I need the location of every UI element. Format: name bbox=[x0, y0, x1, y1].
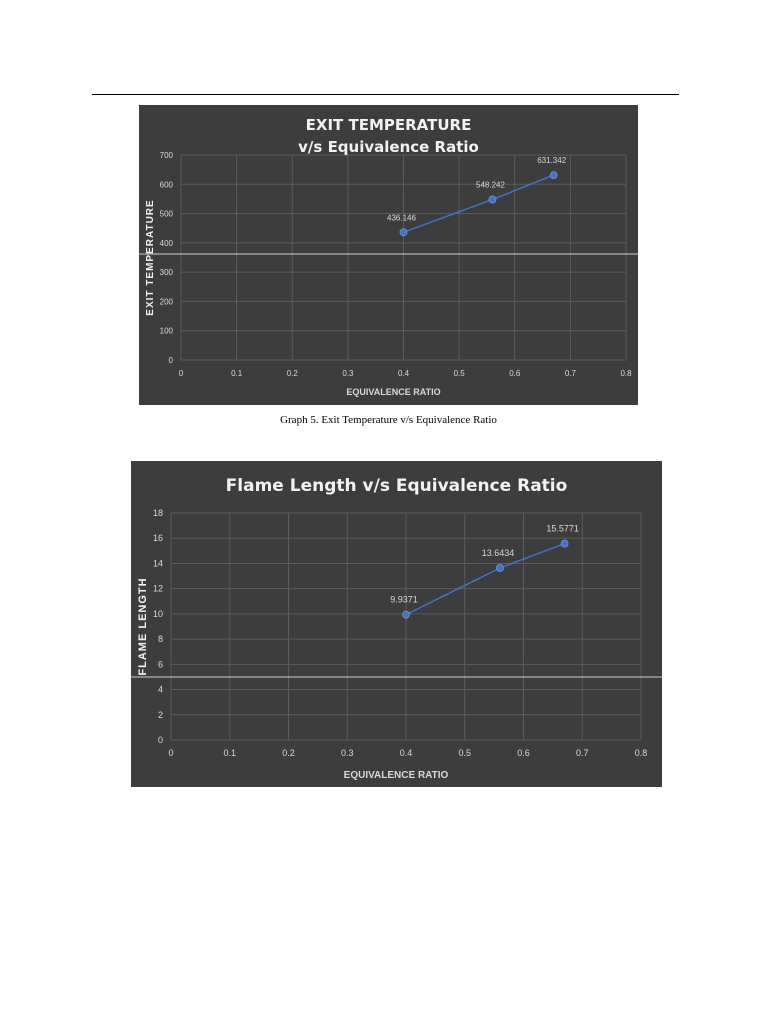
x-tick-label: 0.3 bbox=[341, 748, 354, 758]
chart-grid: 0 100 200 300 400 500 600 700 0 0.1 0.2 0.3 0.4 0.5 0.… bbox=[139, 151, 638, 378]
chart-marks: 9.9371 13.6434 15.5771 bbox=[390, 524, 579, 619]
x-tick-label: 0.7 bbox=[576, 748, 589, 758]
data-label: 13.6434 bbox=[482, 548, 515, 558]
data-point bbox=[399, 228, 408, 237]
x-tick-label: 0.4 bbox=[398, 369, 410, 378]
x-tick-label: 0.7 bbox=[565, 369, 577, 378]
y-tick-label: 14 bbox=[153, 558, 163, 568]
chart-grid: 0 2 4 6 8 10 12 14 16 18 0 0.1 0.2 0.3 0.4 0.5 0.6 0.7 0.8 bbox=[131, 508, 662, 758]
chart-title: Flame Length v/s Equivalence Ratio bbox=[226, 476, 568, 496]
y-tick-label: 0 bbox=[169, 356, 174, 365]
header-rule bbox=[92, 94, 679, 95]
y-tick-label: 300 bbox=[160, 268, 174, 277]
y-tick-label: 18 bbox=[153, 508, 163, 518]
x-axis-label: EQUIVALENCE RATIO bbox=[344, 770, 449, 781]
data-label: 15.5771 bbox=[546, 524, 579, 534]
y-tick-label: 2 bbox=[158, 710, 163, 720]
x-tick-label: 0 bbox=[179, 369, 184, 378]
y-tick-label: 600 bbox=[160, 180, 174, 189]
exit-temperature-chart-svg: 0 100 200 300 400 500 600 700 0 0.1 0.2 0.3 0.4 0.5 0.… bbox=[139, 105, 638, 405]
x-tick-label: 0.5 bbox=[458, 748, 471, 758]
x-tick-label: 0.8 bbox=[635, 748, 648, 758]
data-label: 631.342 bbox=[537, 156, 566, 165]
data-point bbox=[560, 539, 569, 548]
y-tick-label: 700 bbox=[160, 151, 174, 160]
y-tick-label: 400 bbox=[160, 239, 174, 248]
y-tick-label: 6 bbox=[158, 659, 163, 669]
data-point bbox=[488, 195, 497, 204]
y-tick-label: 0 bbox=[158, 735, 163, 745]
data-point bbox=[496, 564, 504, 572]
figure-caption: Graph 5. Exit Temperature v/s Equivalenc… bbox=[280, 414, 497, 426]
flame-length-chart-svg: 0 2 4 6 8 10 12 14 16 18 0 0.1 0.2 0.3 0.4 0.5 0.6 0.7 0.8… bbox=[131, 461, 662, 787]
x-tick-label: 0.2 bbox=[282, 748, 295, 758]
y-tick-label: 4 bbox=[158, 685, 163, 695]
y-tick-label: 100 bbox=[160, 327, 174, 336]
data-label: 436.146 bbox=[387, 213, 416, 222]
flame-length-chart: 0 2 4 6 8 10 12 14 16 18 0 0.1 0.2 0.3 0.4 0.5 0.6 0.7 0.8… bbox=[131, 461, 662, 787]
x-tick-label: 0.6 bbox=[509, 369, 521, 378]
y-axis-label: FLAME LENGTH bbox=[137, 577, 149, 675]
chart-title: EXIT TEMPERATURE bbox=[306, 116, 472, 134]
data-point bbox=[549, 171, 558, 180]
x-tick-label: 0.8 bbox=[620, 369, 632, 378]
y-axis-label: EXIT TEMPERATURE bbox=[145, 199, 156, 315]
y-tick-label: 10 bbox=[153, 609, 163, 619]
y-tick-label: 200 bbox=[160, 297, 174, 306]
x-axis-label: EQUIVALENCE RATIO bbox=[346, 387, 440, 397]
y-tick-label: 16 bbox=[153, 533, 163, 543]
x-tick-label: 0.5 bbox=[454, 369, 466, 378]
data-point bbox=[402, 610, 410, 619]
x-tick-label: 0.1 bbox=[223, 748, 236, 758]
chart-background bbox=[131, 461, 662, 787]
data-label: 9.9371 bbox=[390, 595, 418, 605]
x-tick-label: 0.6 bbox=[517, 748, 530, 758]
x-tick-label: 0 bbox=[168, 748, 173, 758]
y-tick-label: 8 bbox=[158, 634, 163, 644]
x-tick-label: 0.3 bbox=[342, 369, 354, 378]
y-tick-label: 12 bbox=[153, 584, 163, 594]
data-label: 548.242 bbox=[476, 180, 505, 189]
chart-marks: 436.146 548.242 631.342 bbox=[387, 156, 567, 237]
x-tick-label: 0.4 bbox=[400, 748, 413, 758]
exit-temperature-chart: 0 100 200 300 400 500 600 700 0 0.1 0.2 0.3 0.4 0.5 0.… bbox=[139, 105, 638, 405]
y-tick-label: 500 bbox=[160, 210, 174, 219]
x-tick-label: 0.2 bbox=[287, 369, 299, 378]
x-tick-label: 0.1 bbox=[231, 369, 243, 378]
chart-subtitle: v/s Equivalence Ratio bbox=[298, 138, 479, 156]
